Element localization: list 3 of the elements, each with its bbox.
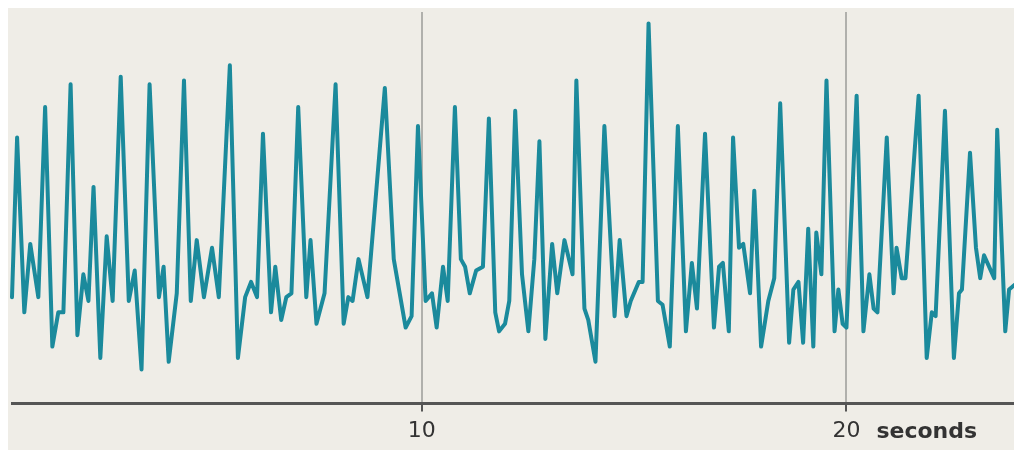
x-axis-title: seconds (876, 418, 978, 444)
x-tick-label: 10 (407, 416, 436, 442)
x-tick-label: 20 (832, 416, 861, 442)
